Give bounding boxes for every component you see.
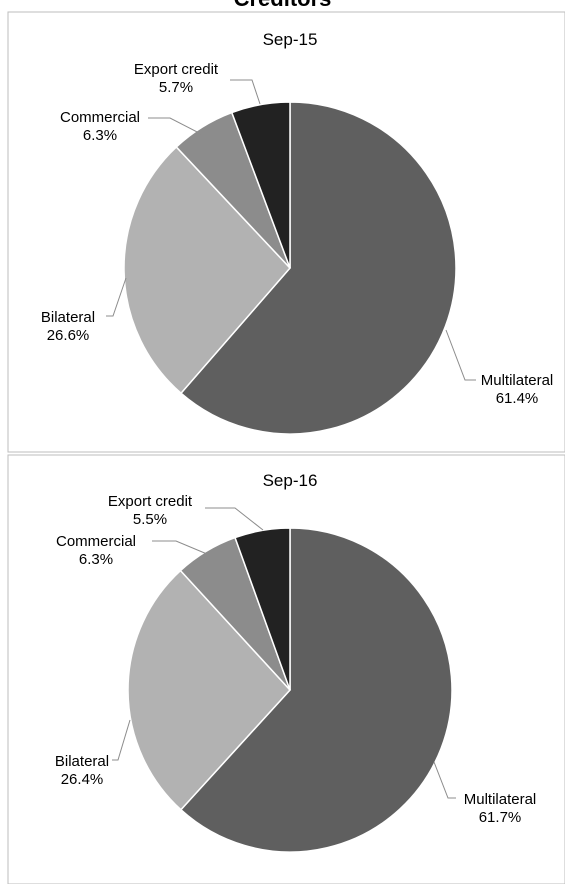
leader-line-sep-16-bilateral	[112, 719, 131, 761]
pie-label-sep-16-bilateral: Bilateral 26.4%	[55, 753, 109, 788]
pie-label-name: Commercial	[60, 109, 140, 126]
leader-line-sep-15-multilateral	[445, 329, 476, 381]
pie-slice-sep-15-export-credit	[230, 101, 291, 269]
pie-slice-sep-15-multilateral	[179, 101, 457, 435]
pie-slice-sep-16-bilateral	[127, 569, 292, 811]
pie-label-name: Multilateral	[464, 791, 537, 808]
leader-line-sep-16-multilateral	[433, 761, 456, 799]
pie-label-name: Multilateral	[481, 372, 554, 389]
pie-label-value: 61.7%	[479, 809, 522, 826]
pie-label-sep-16-commercial: Commercial 6.3%	[56, 533, 136, 568]
pie-slice-sep-16-multilateral	[179, 527, 453, 853]
leader-line-sep-16-export-credit	[205, 507, 264, 531]
pie-label-name: Bilateral	[55, 753, 109, 770]
pie-label-name: Commercial	[56, 533, 136, 550]
chart-frame-sep-15	[7, 11, 565, 453]
pie-label-value: 61.4%	[496, 390, 539, 407]
pie-label-sep-15-multilateral: Multilateral 61.4%	[481, 372, 554, 407]
pie-label-value: 26.6%	[47, 327, 90, 344]
chart-title-sep-16: Sep-16	[263, 471, 318, 490]
pie-label-value: 5.5%	[133, 511, 167, 528]
pie-label-sep-15-commercial: Commercial 6.3%	[60, 109, 140, 144]
chart-title-sep-15: Sep-15	[263, 30, 318, 49]
pie-slice-sep-15-bilateral	[123, 145, 292, 395]
pie-label-value: 26.4%	[61, 771, 104, 788]
leader-line-sep-15-commercial	[148, 117, 204, 136]
pie-slice-sep-16-export-credit	[234, 527, 291, 691]
page-title: Creditors	[0, 0, 565, 12]
pie-label-value: 5.7%	[159, 79, 193, 96]
pie-label-sep-15-bilateral: Bilateral 26.6%	[41, 309, 95, 344]
leader-line-sep-15-bilateral	[106, 277, 127, 317]
pie-label-value: 6.3%	[83, 127, 117, 144]
pie-label-name: Export credit	[108, 493, 193, 510]
leader-line-sep-16-commercial	[152, 540, 208, 555]
chart-frame-sep-16	[7, 454, 565, 884]
leader-line-sep-15-export-credit	[230, 79, 261, 105]
pie-label-sep-16-multilateral: Multilateral 61.7%	[464, 791, 537, 826]
pie-label-name: Export credit	[134, 61, 219, 78]
pie-label-name: Bilateral	[41, 309, 95, 326]
pie-label-value: 6.3%	[79, 551, 113, 568]
pie-label-sep-16-export-credit: Export credit 5.5%	[108, 493, 193, 528]
pie-label-sep-15-export-credit: Export credit 5.7%	[134, 61, 219, 96]
